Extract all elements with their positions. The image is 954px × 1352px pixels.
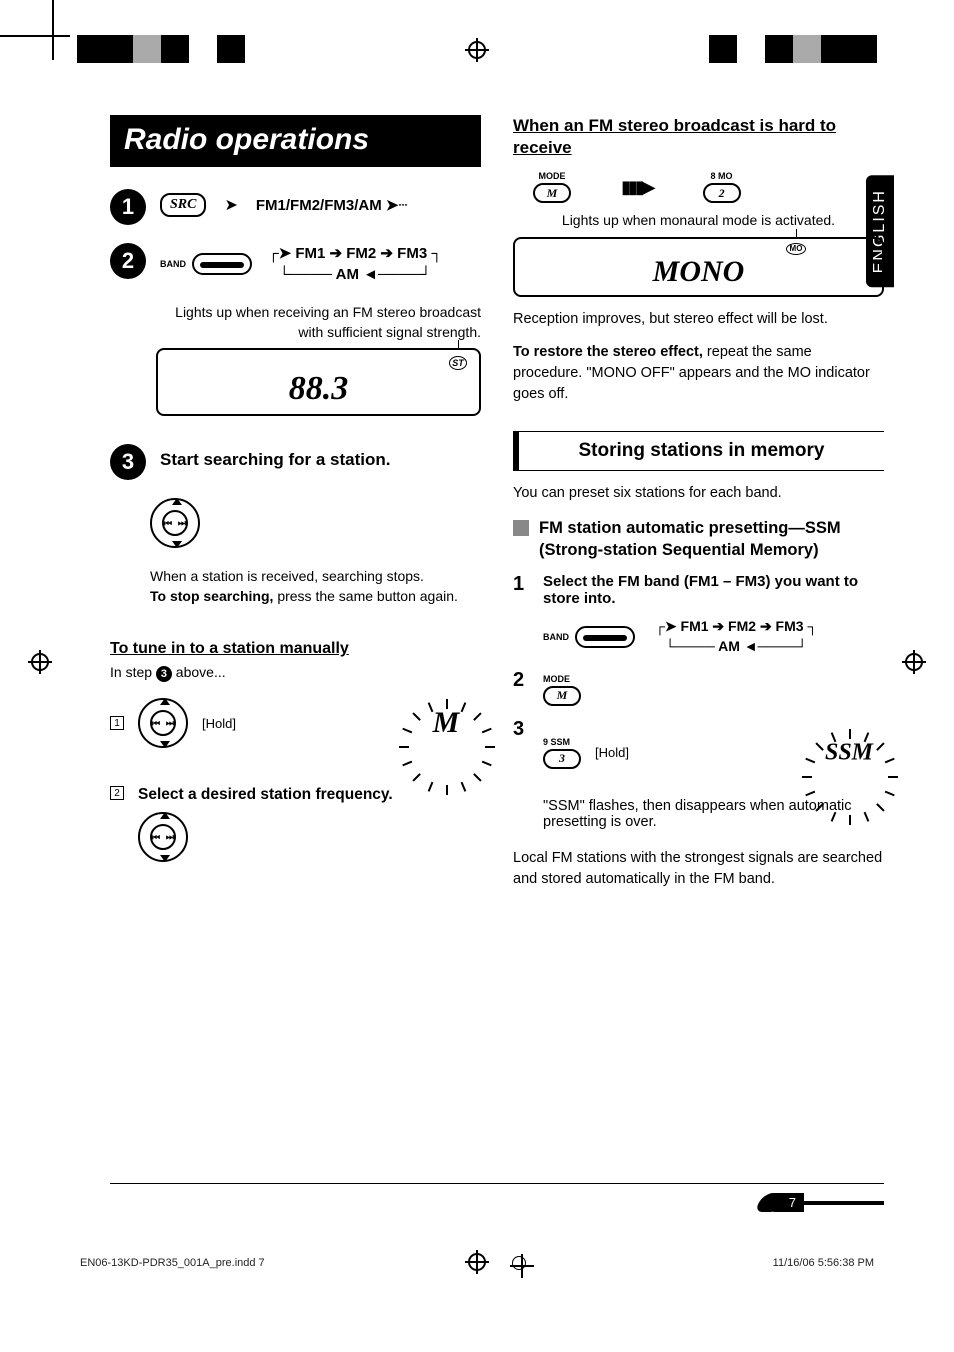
band-button-graphic [192,253,252,275]
page-number-badge: 7 [765,1193,884,1212]
step-1: 1 SRC ➤ FM1/FM2/FM3/AM ➤┄ [110,189,481,225]
tune-knob-icon: ⏮⏭ [138,698,188,748]
ol-1-text: Select the FM band (FM1 – FM3) you want … [543,573,858,607]
substep-1: 1 [110,716,124,730]
reg-mark-left [28,650,52,674]
mono-caption: Lights up when monaural mode is activate… [513,211,884,231]
footer-rule [110,1183,884,1184]
print-footer: EN06-13KD-PDR35_001A_pre.indd 7 11/16/06… [80,1254,874,1272]
ol-2: 2 [513,669,535,706]
crop-mark [52,0,54,60]
fm-stereo-heading: When an FM stereo broadcast is hard to r… [513,115,884,159]
step1-modes: FM1/FM2/FM3/AM ➤┄ [256,196,406,214]
bullet-cube-icon [513,520,529,536]
reception-note: Reception improves, but stereo effect wi… [513,309,884,330]
band-label: BAND [160,259,186,269]
ssm-button-graphic: 3 [543,749,581,769]
lcd-display-1: ST 88.3 [156,348,481,416]
tune-knob-icon: ⏮⏭ [138,812,188,862]
band-cycle: ┌➤ FM1 ➔ FM2 ➔ FM3 ┐ └──── AM ◄────┘ [655,617,817,656]
mo-label: 8 MO [711,171,733,181]
right-column: When an FM stereo broadcast is hard to r… [513,115,884,1192]
step-3: 3 Start searching for a station. [110,444,481,480]
step-number-3: 3 [110,444,146,480]
mo-button-graphic: 2 [703,183,741,203]
lcd-caption: Lights up when receiving an FM stereo br… [156,303,481,342]
section-heading-storing: Storing stations in memory [513,431,884,471]
color-registration-bar [77,35,877,65]
manual-heading: To tune in to a station manually [110,640,481,658]
footer-timestamp: 11/16/06 5:56:38 PM [773,1257,874,1269]
step-number-2: 2 [110,243,146,279]
reg-mark-right [902,650,926,674]
mode-button-graphic: M [543,686,581,706]
local-fm-note: Local FM stations with the strongest sig… [513,848,884,890]
manual-instep: In step 3 above... [110,664,481,682]
crop-mark [0,35,70,37]
fm-ssm-heading: FM station automatic presetting—SSM (Str… [539,517,884,562]
mode-button-graphic: M [533,183,571,203]
step3-title: Start searching for a station. [160,450,481,470]
sunburst-ssm: SSM [814,718,884,788]
ol-1: 1 [513,573,535,656]
hold-label: [Hold] [595,745,629,760]
frequency-readout: 88.3 [158,370,479,408]
ol-3: 3 [513,718,535,788]
mono-readout: MONO [515,255,882,289]
hold-label: [Hold] [202,716,236,731]
footer-filename: EN06-13KD-PDR35_001A_pre.indd 7 [80,1257,265,1269]
substep-2: 2 [110,786,124,800]
st-indicator: ST [449,356,467,370]
mode-label: MODE [539,171,566,181]
restore-note: To restore the stereo effect, repeat the… [513,342,884,405]
step-2: 2 BAND ┌➤ FM1 ➔ FM2 ➔ FM3 ┐ └──── AM ◄──… [110,243,481,285]
tune-knob-icon: ⏮⏭ [150,498,200,548]
sunburst-m: M [411,688,481,758]
mo-indicator: MO [786,243,806,255]
page-title: Radio operations [110,115,481,167]
preset-note: You can preset six stations for each ban… [513,485,884,501]
src-button-graphic: SRC [160,193,206,217]
step3-note: When a station is received, searching st… [150,567,481,606]
band-button-graphic [575,626,635,648]
left-column: Radio operations 1 SRC ➤ FM1/FM2/FM3/AM … [110,115,481,1192]
step-number-1: 1 [110,189,146,225]
lcd-display-mono: MO MONO [513,237,884,297]
band-cycle: ┌➤ FM1 ➔ FM2 ➔ FM3 ┐ └──── AM ◄────┘ [268,243,442,285]
